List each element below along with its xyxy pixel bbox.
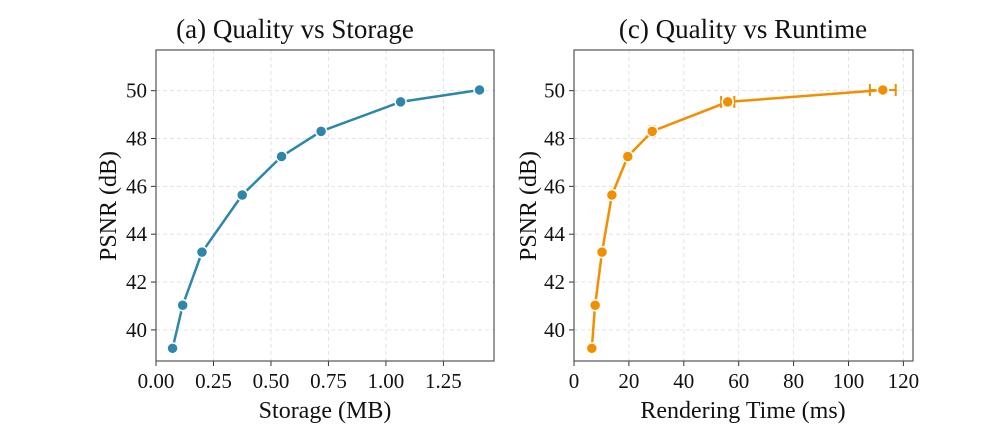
x-tick-label: 80 — [783, 369, 804, 393]
data-point — [166, 342, 179, 355]
x-tick-label: 0.50 — [253, 369, 290, 393]
data-point — [588, 299, 602, 312]
data-point — [595, 245, 609, 259]
y-tick-label: 50 — [126, 79, 147, 103]
y-tick-label: 44 — [126, 222, 148, 246]
plot-frame — [573, 49, 914, 362]
data-point — [235, 188, 249, 202]
series-line — [171, 88, 480, 349]
data-point — [275, 150, 288, 163]
y-tick-label: 50 — [544, 79, 565, 103]
data-point — [195, 245, 209, 259]
x-axis-label: Rendering Time (ms) — [640, 398, 845, 424]
y-tick-label: 48 — [544, 127, 565, 151]
x-tick-label: 0.75 — [310, 369, 347, 393]
plot-frame — [155, 49, 495, 362]
x-tick-label: 60 — [728, 369, 749, 393]
x-tick-label: 120 — [888, 369, 920, 393]
y-tick-label: 46 — [126, 174, 147, 198]
y-tick-label: 44 — [544, 222, 566, 246]
data-point — [394, 95, 407, 109]
y-tick-label: 46 — [544, 174, 565, 198]
data-point — [721, 95, 734, 109]
y-tick-label: 48 — [126, 127, 147, 151]
data-point — [605, 188, 619, 202]
y-tick-label: 40 — [544, 318, 565, 342]
data-point — [876, 83, 890, 97]
x-axis-label: Storage (MB) — [259, 398, 392, 424]
x-tick-label: 0.25 — [195, 369, 232, 393]
x-tick-label: 40 — [673, 369, 694, 393]
x-tick-label: 0 — [569, 369, 580, 393]
y-tick-label: 42 — [544, 270, 565, 294]
data-point — [621, 150, 635, 163]
chart-title: (a) Quality vs Storage — [176, 14, 414, 44]
runtime-plot: (c) Quality vs Runtime Rendering Time (m… — [516, 14, 919, 424]
y-axis-label: PSNR (dB) — [516, 151, 542, 261]
x-tick-label: 1.25 — [425, 369, 462, 393]
x-tick-label: 1.00 — [368, 369, 405, 393]
data-point — [176, 299, 189, 312]
y-tick-label: 42 — [126, 270, 147, 294]
chart-title: (c) Quality vs Runtime — [619, 14, 867, 44]
x-tick-label: 0.00 — [138, 369, 175, 393]
x-tick-label: 20 — [618, 369, 639, 393]
y-axis-label: PSNR (dB) — [96, 151, 122, 261]
storage-plot: (a) Quality vs Storage Storage (MB) PSNR… — [96, 14, 495, 424]
series-line — [590, 88, 883, 349]
data-point — [314, 125, 328, 138]
data-point — [645, 125, 659, 138]
y-tick-label: 40 — [126, 318, 147, 342]
data-point — [473, 83, 486, 97]
x-tick-label: 100 — [833, 369, 865, 393]
data-point — [585, 342, 599, 355]
